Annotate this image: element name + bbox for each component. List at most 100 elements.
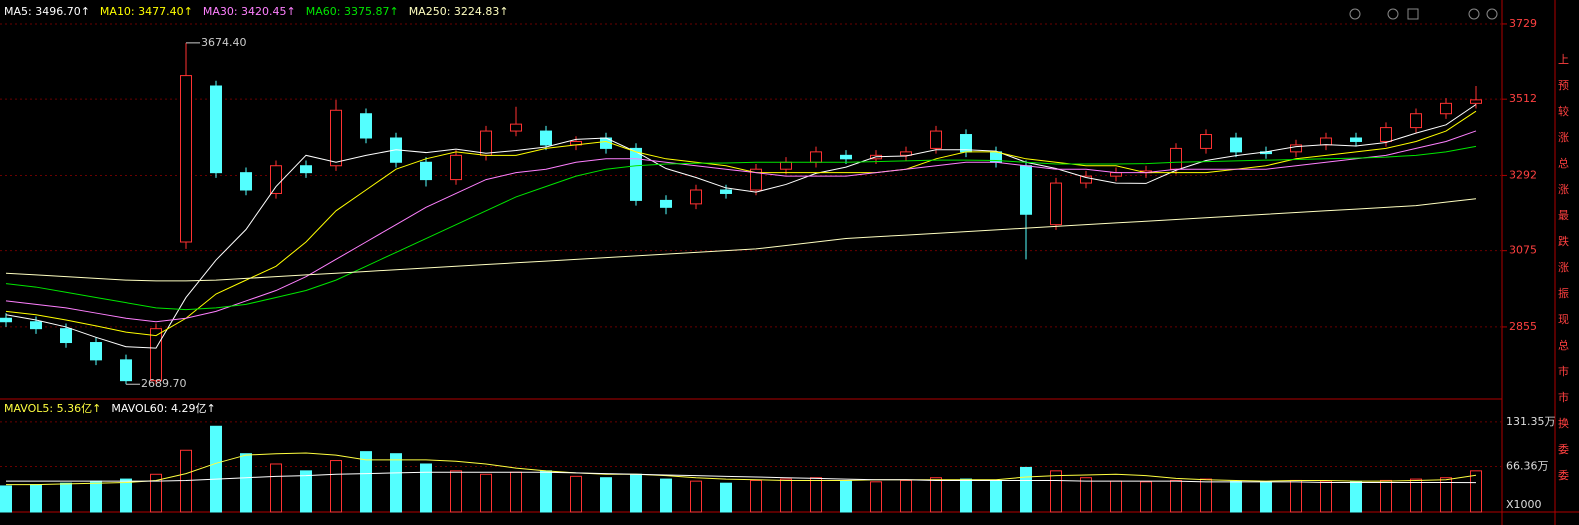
y-tick-label: 3292 [1509, 168, 1537, 181]
y-tick-label: 131.35万 [1506, 415, 1556, 428]
volume-bar [150, 473, 162, 513]
ma-line [5, 130, 1477, 323]
candle-body [720, 189, 732, 194]
volume-bar [60, 482, 72, 513]
volume-bar [870, 481, 882, 513]
side-label: 总 [1558, 338, 1569, 352]
candle-body [660, 199, 672, 208]
candle-body [270, 165, 282, 194]
volume-bar [1140, 481, 1152, 513]
volume-bar [750, 479, 762, 513]
volume-bar [330, 460, 342, 513]
candle-body [930, 130, 942, 149]
side-label: 较 [1558, 104, 1569, 118]
candle-body [1230, 137, 1242, 153]
candle-body [1350, 137, 1362, 142]
unit-label: X1000 [1506, 498, 1542, 511]
volume-bar [30, 484, 42, 513]
volume-bar [450, 470, 462, 513]
volume-bar [780, 478, 792, 513]
legend-entry: MA10: 3477.40↑ [100, 5, 193, 18]
candle-body [210, 85, 222, 174]
side-label: 涨 [1558, 183, 1569, 196]
volume-bar [270, 463, 282, 513]
legend-entry: MA60: 3375.87↑ [306, 5, 399, 18]
side-label: 最 [1558, 209, 1569, 222]
volume-bar [1200, 478, 1212, 513]
candle-body [690, 189, 702, 205]
candle-body [60, 328, 72, 344]
side-label: 委 [1558, 469, 1569, 482]
volume-bar [1440, 477, 1452, 513]
candle-body [90, 342, 102, 361]
legend-entry: MAVOL5: 5.36亿↑ [4, 402, 101, 415]
volume-bar [390, 453, 402, 513]
y-tick-label: 2855 [1509, 320, 1537, 333]
volume-bar [1110, 480, 1122, 513]
side-label: 委 [1558, 443, 1569, 456]
volume-bar [720, 482, 732, 513]
candle-body [750, 168, 762, 191]
volume-bar [810, 477, 822, 513]
legend-entry: MA250: 3224.83↑ [409, 5, 509, 18]
ma-line [6, 452, 1477, 486]
volume-bar [210, 425, 222, 513]
toolbar-icons[interactable] [1349, 8, 1498, 20]
volume-bar [930, 477, 942, 513]
candle-body [1290, 144, 1302, 153]
side-label: 现 [1558, 313, 1569, 326]
volume-bar [0, 485, 12, 513]
side-label: 总 [1558, 156, 1569, 170]
volume-bar [510, 471, 522, 513]
volume-bar [90, 480, 102, 513]
y-tick-label: 3512 [1509, 92, 1537, 105]
candle-body [810, 151, 822, 163]
volume-bar [1290, 479, 1302, 513]
side-label: 振 [1558, 286, 1569, 300]
side-label: 市 [1558, 390, 1569, 404]
volume-bar [1320, 480, 1332, 513]
legend-entry: MA5: 3496.70↑ [4, 5, 90, 18]
side-label: 预 [1558, 79, 1569, 92]
candle-body [1110, 172, 1122, 177]
volume-bar [960, 478, 972, 513]
volume-bar [660, 478, 672, 513]
candle-body [330, 109, 342, 167]
volume-bar [1020, 466, 1032, 513]
volume-bar [600, 477, 612, 513]
candle-body [240, 172, 252, 191]
candle-body [780, 161, 792, 170]
legend-entry: MAVOL60: 4.29亿↑ [111, 402, 215, 415]
volume-bar [990, 479, 1002, 513]
volume-bar [1260, 481, 1272, 513]
volume-bar [300, 470, 312, 513]
volume-bar [180, 449, 192, 513]
ma-line [5, 198, 1477, 282]
volume-bar [1380, 479, 1392, 513]
volume-bar [840, 480, 852, 513]
candle-body [960, 134, 972, 153]
y-tick-label: 3075 [1509, 244, 1537, 257]
side-label: 上 [1558, 53, 1569, 66]
candle-body [1050, 182, 1062, 226]
candle-body [150, 328, 162, 382]
candle-body [180, 75, 192, 243]
candle-body [300, 165, 312, 174]
candle-body [1380, 127, 1392, 142]
ma-line [5, 104, 1477, 349]
candle-body [1080, 175, 1092, 184]
candle-body [1170, 147, 1182, 170]
high-label: 3674.40 [201, 36, 247, 49]
volume-bar [1050, 470, 1062, 513]
volume-bar [900, 479, 912, 513]
volume-bar [690, 480, 702, 513]
candle-body [1200, 134, 1212, 149]
candle-body [1020, 165, 1032, 215]
ma-line [6, 471, 1477, 484]
volume-bar [540, 470, 552, 513]
candle-body [630, 147, 642, 201]
y-tick-label: 3729 [1509, 17, 1537, 30]
candle-body [450, 154, 462, 181]
